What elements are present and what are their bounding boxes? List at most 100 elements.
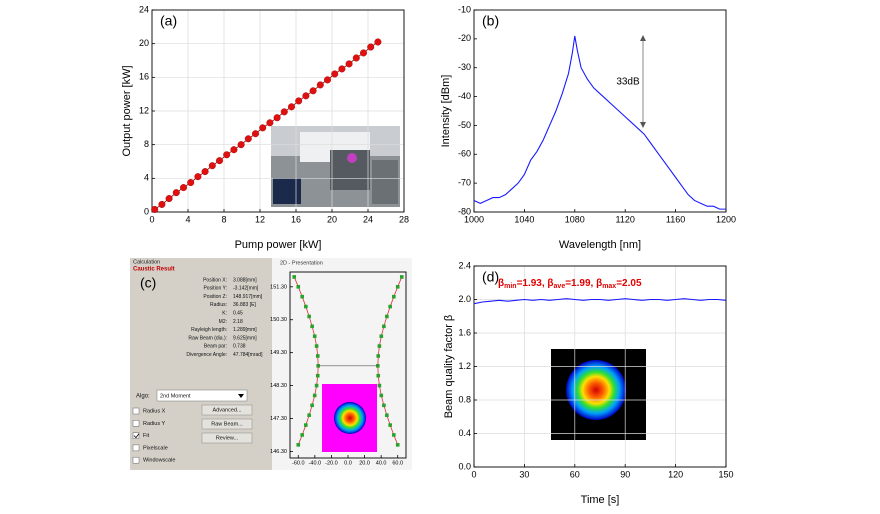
data-point xyxy=(312,334,317,338)
data-point xyxy=(399,275,404,279)
data-point xyxy=(309,87,317,95)
x-tick-label: 40.0 xyxy=(376,460,387,466)
algo-label: Algo: xyxy=(136,394,150,400)
data-point xyxy=(273,114,281,122)
result-value: 0.738 xyxy=(233,344,246,350)
result-label: Position Z: xyxy=(203,294,227,300)
annotation-part: β xyxy=(547,278,553,289)
y-tick-label: 16 xyxy=(139,72,149,82)
checkmark xyxy=(133,433,140,439)
annotation-part: max xyxy=(602,283,616,290)
x-tick-label: 1120 xyxy=(616,214,635,224)
y-tick-label: 4 xyxy=(144,173,149,183)
checkbox-label: Radius Y xyxy=(143,421,166,427)
data-line xyxy=(473,35,726,210)
data-point xyxy=(208,162,216,170)
y-tick-label: 20 xyxy=(139,38,149,48)
inset-photo xyxy=(271,126,400,207)
inset-beam-profile xyxy=(551,349,646,440)
x-tick-label: 1000 xyxy=(464,214,484,224)
annotation-part: β xyxy=(498,278,504,289)
data-point xyxy=(288,103,296,111)
button[interactable] xyxy=(201,432,253,444)
y-tick-label: -40 xyxy=(458,91,471,101)
y-tick-label: 0.0 xyxy=(458,461,471,471)
algo-value: 2nd Moment xyxy=(160,393,191,399)
x-tick-label: 120 xyxy=(668,469,683,479)
y-tick-label: 146.30 xyxy=(270,449,287,455)
x-tick-label: -40.0 xyxy=(309,460,322,466)
data-point xyxy=(187,179,195,187)
data-point xyxy=(392,294,396,299)
y-axis-label: Output power [kW] xyxy=(121,65,133,156)
data-point xyxy=(367,43,375,51)
x-tick-label: 4 xyxy=(185,214,190,224)
data-point xyxy=(158,200,166,208)
result-value: 0.45 xyxy=(233,311,243,317)
data-point xyxy=(300,294,304,299)
data-point xyxy=(377,383,382,388)
annotation: 33dB xyxy=(616,77,640,88)
annotation-part: =1.99, xyxy=(565,278,596,289)
y-tick-label: 0.8 xyxy=(458,394,471,404)
x-tick-label: 30 xyxy=(519,469,529,479)
data-point xyxy=(314,344,319,348)
y-tick-label: -30 xyxy=(458,62,471,72)
panel-label: (b) xyxy=(482,13,499,29)
checkbox[interactable] xyxy=(132,407,140,415)
panel-label: (d) xyxy=(482,269,499,285)
data-point xyxy=(251,130,259,138)
plot-frame xyxy=(151,9,405,213)
data-point xyxy=(302,92,310,100)
checkbox[interactable] xyxy=(132,432,140,439)
data-point xyxy=(304,423,308,427)
button-label: Advanced... xyxy=(212,407,242,413)
data-point xyxy=(315,354,320,358)
y-tick-label: 1.2 xyxy=(458,361,471,371)
y-tick-label: -60 xyxy=(458,149,471,159)
data-point xyxy=(280,108,288,116)
algo-dropdown[interactable] xyxy=(156,389,248,402)
data-point xyxy=(292,275,297,279)
x-tick-label: 1080 xyxy=(565,214,585,224)
checkbox[interactable] xyxy=(132,456,140,464)
result-label: Position Y: xyxy=(203,286,227,292)
data-point xyxy=(151,205,159,213)
x-tick-label: 60 xyxy=(570,469,580,479)
data-point xyxy=(307,314,311,319)
data-point xyxy=(315,373,320,378)
checkbox[interactable] xyxy=(132,444,140,452)
x-tick-label: 0 xyxy=(149,214,154,224)
data-point xyxy=(310,324,314,329)
x-tick-label: 20.0 xyxy=(359,460,370,466)
data-point xyxy=(172,189,180,197)
button[interactable] xyxy=(201,418,253,430)
data-point xyxy=(360,49,368,57)
checkbox[interactable] xyxy=(132,420,140,427)
result-label: M2: xyxy=(219,319,227,325)
x-tick-label: 0 xyxy=(471,469,476,479)
panel-header: Calculation xyxy=(133,259,160,265)
data-point xyxy=(237,141,245,149)
button[interactable] xyxy=(201,404,253,416)
y-tick-label: 151.30 xyxy=(270,284,287,290)
data-point xyxy=(382,324,386,329)
y-tick-label: 12 xyxy=(139,105,149,115)
y-tick-label: 24 xyxy=(139,4,149,14)
result-value: 47.784[mrad] xyxy=(233,352,263,358)
data-point xyxy=(296,285,301,289)
y-tick-label: -20 xyxy=(458,33,471,43)
data-point xyxy=(379,393,384,398)
x-tick-label: -20.0 xyxy=(325,460,338,466)
data-point xyxy=(179,184,187,192)
data-point xyxy=(223,151,231,159)
data-point xyxy=(295,97,303,105)
data-point xyxy=(388,304,392,309)
data-point xyxy=(379,334,384,338)
data-point xyxy=(307,413,311,418)
x-tick-label: 1200 xyxy=(716,214,736,224)
result-value: 148.917[mm] xyxy=(233,294,263,300)
data-point xyxy=(352,54,360,62)
panel-label: (a) xyxy=(160,13,177,29)
y-tick-label: 0.4 xyxy=(458,428,471,438)
